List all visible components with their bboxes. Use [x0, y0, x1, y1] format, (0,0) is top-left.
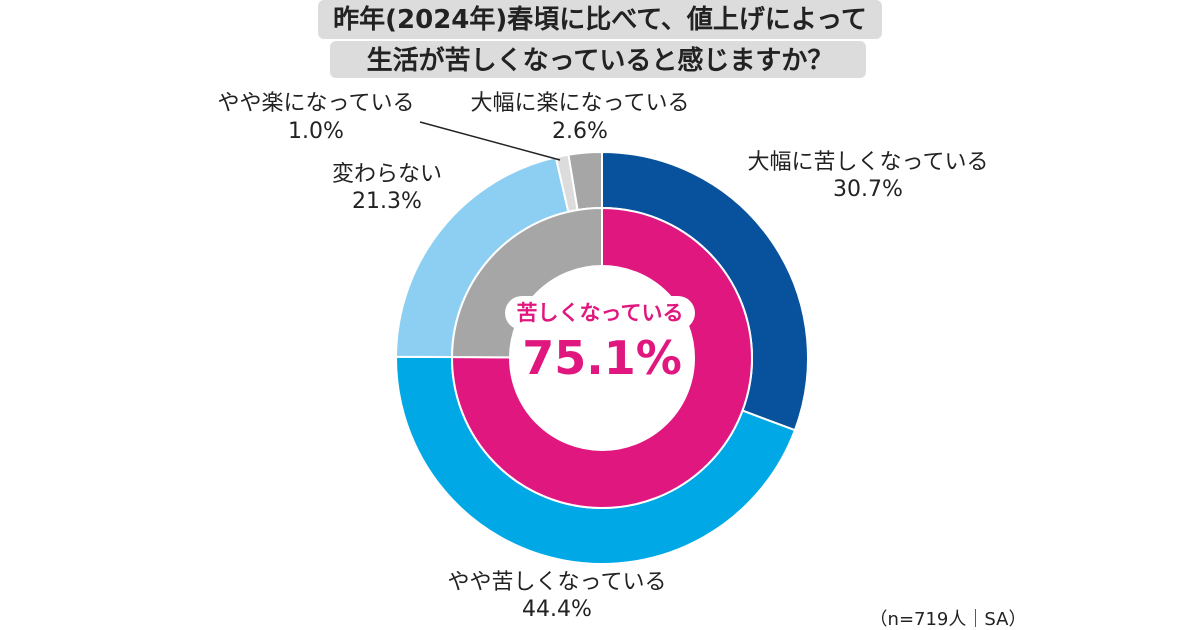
- center-label-badge: [505, 296, 695, 330]
- slice-label-unchanged: 変わらない 21.3%: [332, 162, 442, 214]
- slice-label-much-easier-name: 大幅に楽になっている: [471, 91, 690, 116]
- slice-label-slightly-easier-name: やや楽になっている: [218, 91, 415, 116]
- slice-label-slightly-harder-value: 44.4%: [522, 597, 592, 622]
- slice-label-much-easier-value: 2.6%: [552, 119, 608, 144]
- slice-label-slightly-easier: やや楽になっている 1.0%: [218, 91, 415, 144]
- inner-ring: [450, 206, 753, 509]
- title-line2: 生活が苦しくなっていると感じますか？: [367, 45, 834, 76]
- slice-label-slightly-harder-name: やや苦しくなっている: [448, 570, 667, 595]
- slice-label-much-easier: 大幅に楽になっている 2.6%: [471, 91, 690, 144]
- center-value: 75.1%: [522, 331, 682, 385]
- slice-label-slightly-easier-value: 1.0%: [288, 119, 344, 144]
- title-line1-box: [318, 0, 882, 39]
- title-line1: 昨年(2024年)春頃に比べて、値上げによって: [333, 4, 867, 35]
- slice-label-unchanged-name: 変わらない: [332, 162, 442, 187]
- slice-label-much-harder-name: 大幅に苦しくなっている: [748, 150, 989, 175]
- chart-title: 昨年(2024年)春頃に比べて、値上げによって 生活が苦しくなっていると感じます…: [318, 0, 882, 78]
- slice-label-much-harder-value: 30.7%: [833, 177, 903, 202]
- inner-slice-0: [451, 206, 753, 509]
- slice-label-unchanged-value: 21.3%: [352, 189, 422, 214]
- leader-line-slight-easier: [419, 121, 561, 161]
- slice-label-slightly-harder: やや苦しくなっている 44.4%: [448, 570, 667, 622]
- slice-label-much-harder: 大幅に苦しくなっている 30.7%: [748, 150, 989, 202]
- sample-note: （n=719人｜SA）: [870, 609, 1027, 630]
- center-label: 苦しくなっている: [517, 301, 684, 325]
- title-line2-box: [330, 41, 866, 78]
